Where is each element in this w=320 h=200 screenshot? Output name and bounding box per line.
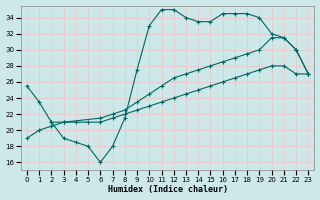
X-axis label: Humidex (Indice chaleur): Humidex (Indice chaleur) [108, 185, 228, 194]
